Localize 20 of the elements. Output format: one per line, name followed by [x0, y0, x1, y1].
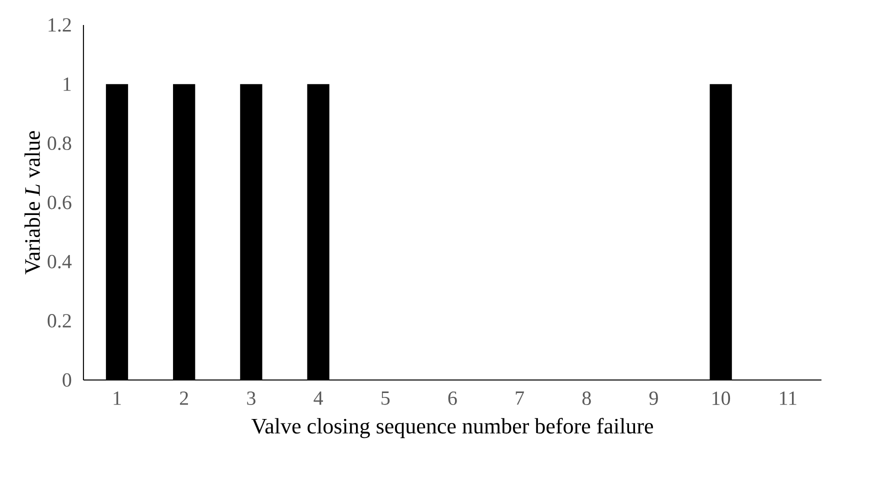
y-axis-title: Variable L value	[24, 131, 40, 274]
y-tick-label: 0.2	[48, 314, 71, 328]
x-axis-title: Valve closing sequence number before failure	[251, 418, 654, 438]
x-tick-label: 1	[114, 392, 121, 405]
y-tick-label: 1	[64, 78, 71, 91]
y-tick-label: 1.2	[48, 18, 71, 32]
x-tick-label: 3	[247, 392, 256, 405]
x-tick-label: 5	[382, 392, 390, 405]
x-tick-label: 7	[516, 392, 524, 405]
x-tick-label: 2	[180, 392, 188, 405]
x-tick-label: 4	[314, 392, 323, 405]
x-tick-label: 8	[582, 392, 591, 406]
x-tick-label: 6	[448, 392, 457, 405]
x-tick-label: 9	[649, 392, 658, 405]
x-tick-label: 11	[780, 392, 796, 405]
y-tick-label: 0.4	[48, 254, 72, 268]
y-tick-label: 0.6	[48, 196, 72, 210]
x-tick-label: 10	[712, 392, 730, 406]
y-tick-label: 0	[62, 373, 72, 387]
y-tick-label: 0.8	[48, 136, 72, 150]
